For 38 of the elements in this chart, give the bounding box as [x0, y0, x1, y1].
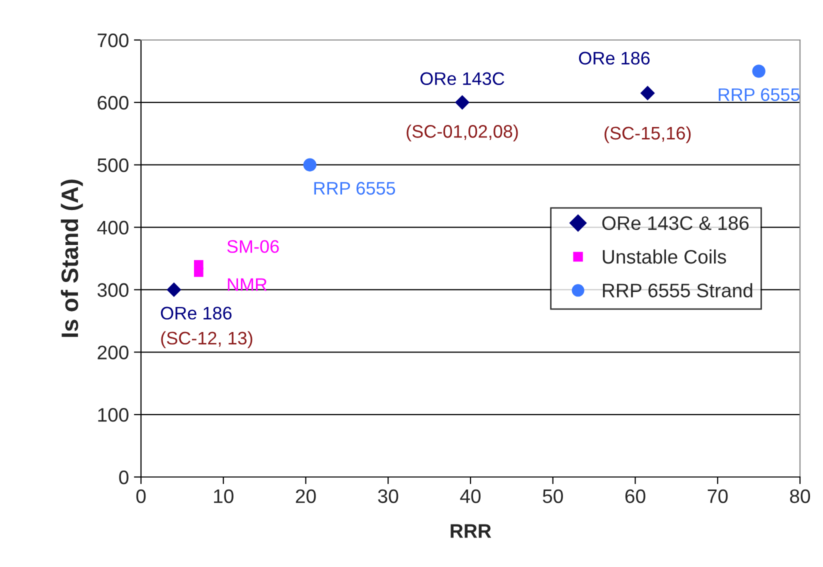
- point: [194, 260, 204, 270]
- y-tick-label: 400: [97, 220, 128, 235]
- annotation: (SC-15,16): [604, 126, 691, 144]
- x-axis-title: RRR: [450, 524, 492, 538]
- x-tick-label: 50: [542, 489, 563, 504]
- annotation: RRP 6555: [718, 88, 800, 102]
- point: [166, 282, 182, 297]
- point: [640, 86, 655, 100]
- annotation: NMR: [228, 278, 267, 291]
- y-tick-label: 200: [98, 346, 128, 360]
- y-tick-label: 600: [98, 96, 128, 110]
- annotation: ORe 143C: [420, 72, 504, 86]
- y-tick-label: 100: [98, 408, 128, 422]
- y-tick-label: 500: [98, 158, 128, 172]
- point: [454, 95, 470, 110]
- x-tick-label: 10: [214, 489, 234, 504]
- y-tick-label: 700: [98, 33, 128, 48]
- x-tick-label: 30: [378, 489, 398, 504]
- y-tick-label: 0: [119, 470, 128, 484]
- annotation: (SC-12, 13): [161, 331, 252, 348]
- legend-label: RRP 6555 Strand: [602, 283, 752, 298]
- legend-label: ORe 143C & 186: [602, 216, 749, 230]
- x-tick-label: 40: [460, 489, 481, 504]
- annotation: RRP 6555: [314, 182, 396, 195]
- legend-label: Unstable Coils: [602, 249, 726, 264]
- annotation: ORe 186: [160, 306, 232, 320]
- annotation: SM-06: [227, 240, 279, 253]
- annotation: ORe 186: [578, 52, 650, 65]
- x-tick-label: 60: [625, 489, 646, 504]
- y-tick-label: 300: [97, 283, 128, 297]
- x-tick-label: 80: [790, 489, 810, 504]
- x-tick-label: 70: [708, 489, 728, 504]
- point: [752, 64, 766, 78]
- y-axis-title: Is of Stand (A): [60, 180, 83, 337]
- annotation: (SC-01,02,08): [406, 124, 518, 142]
- x-tick-label: 20: [296, 489, 316, 504]
- x-tick-label: 0: [136, 489, 146, 504]
- point: [303, 158, 316, 172]
